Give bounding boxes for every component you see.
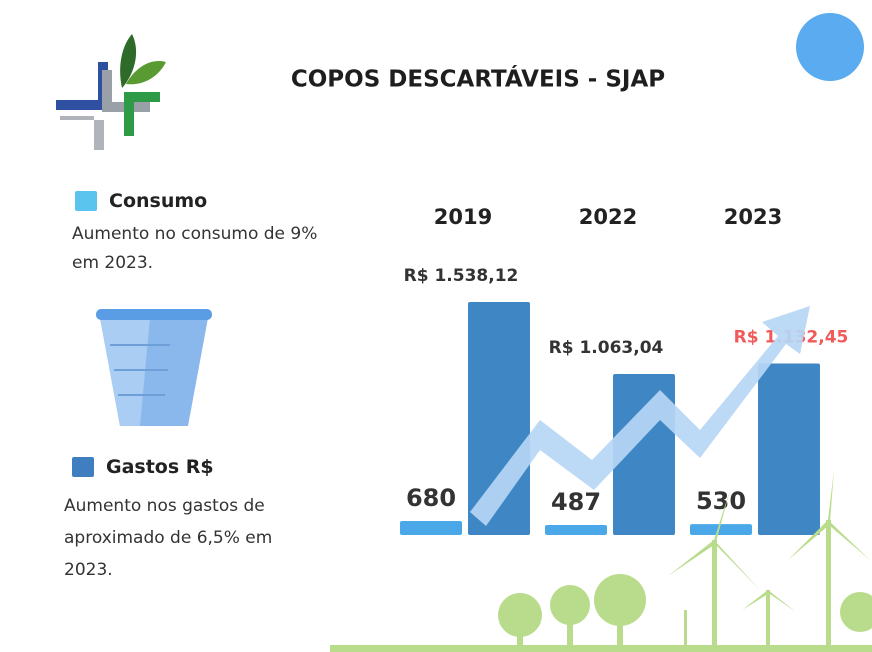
legend-swatch: [75, 191, 97, 211]
bar: [690, 524, 752, 535]
legend-label: Gastos R$: [106, 456, 214, 478]
chart-title: COPOS DESCARTÁVEIS - SJAP: [291, 65, 665, 93]
bar: [545, 525, 607, 535]
x-tick-label: 2023: [724, 205, 782, 229]
bar: [758, 363, 820, 535]
legend-swatch: [72, 457, 94, 477]
legend-label: Consumo: [109, 190, 207, 212]
x-tick-label: 2022: [579, 205, 637, 229]
legend-item: Consumo Aumento no consumo de 9% em 2023…: [75, 190, 335, 278]
value-label: R$ 1.063,04: [549, 338, 664, 358]
cup-icon: [96, 309, 212, 426]
value-label: R$ 1.538,12: [404, 266, 519, 286]
value-label: 680: [406, 484, 456, 512]
legend-description: Aumento nos gastos de aproximado de 6,5%…: [64, 490, 322, 586]
page: {"chart_data": {"type": "bar", "title": …: [0, 0, 872, 652]
value-label: 530: [696, 487, 746, 515]
legend-item: Gastos R$ Aumento nos gastos de aproxima…: [72, 456, 334, 586]
logo: [56, 34, 166, 150]
value-label: 487: [551, 488, 601, 516]
decor-circle: [796, 13, 864, 81]
bar: [400, 521, 462, 535]
x-tick-label: 2019: [434, 205, 492, 229]
legend-description: Aumento no consumo de 9% em 2023.: [72, 220, 322, 278]
